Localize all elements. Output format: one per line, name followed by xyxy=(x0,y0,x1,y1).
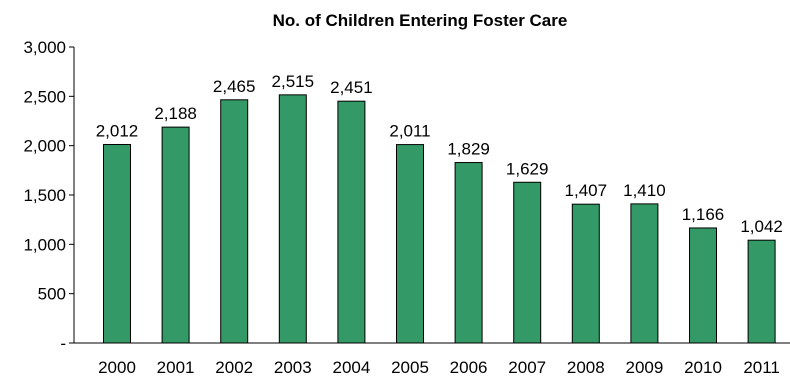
x-tick-label-2010: 2010 xyxy=(684,358,722,377)
x-tick-label-2000: 2000 xyxy=(98,358,136,377)
bar-2005 xyxy=(396,144,424,344)
bar-2008 xyxy=(571,203,600,344)
data-label-2002: 2,465 xyxy=(213,77,256,96)
bar-2006 xyxy=(454,162,483,344)
data-labels: 2,012 2,188 2,465 2,515 2,451 2,011 1,829 1,629… xyxy=(96,72,783,236)
data-label-2007: 1,629 xyxy=(506,159,549,178)
y-tick-label: 3,000 xyxy=(23,38,66,57)
x-tick-label-2006: 2006 xyxy=(450,358,488,377)
data-label-2006: 1,829 xyxy=(447,140,490,159)
data-label-2008: 1,407 xyxy=(565,181,608,200)
y-tick-label: 2,000 xyxy=(23,137,66,156)
bar-2001 xyxy=(161,126,190,344)
bar-2011 xyxy=(747,239,776,344)
y-tick-label: - xyxy=(60,334,66,353)
x-tick-label-2005: 2005 xyxy=(391,358,429,377)
bars xyxy=(103,94,776,344)
x-tick-label-2002: 2002 xyxy=(215,358,253,377)
data-label-2001: 2,188 xyxy=(154,104,197,123)
bar-2000 xyxy=(103,143,131,344)
data-label-2009: 1,410 xyxy=(623,181,666,200)
data-label-2004: 2,451 xyxy=(330,78,373,97)
x-tick-label-2003: 2003 xyxy=(274,358,312,377)
x-tick-label-2004: 2004 xyxy=(332,358,370,377)
y-axis: - 500 1,000 1,500 2,000 2,500 3,000 xyxy=(23,38,75,353)
y-tick-label: 500 xyxy=(38,285,66,304)
bar-2009 xyxy=(630,203,659,344)
bar-2002 xyxy=(220,99,249,344)
x-tick-label-2008: 2008 xyxy=(567,358,605,377)
data-label-2000: 2,012 xyxy=(96,121,139,140)
y-tick-label: 2,500 xyxy=(23,87,66,106)
y-tick-label: 1,000 xyxy=(23,235,66,254)
x-tick-label-2011: 2011 xyxy=(743,358,780,377)
bar-2003 xyxy=(278,94,307,344)
bar-2010 xyxy=(689,227,717,344)
x-tick-label-2007: 2007 xyxy=(508,358,546,377)
bar-2004 xyxy=(337,100,366,344)
bar-2007 xyxy=(513,181,542,344)
y-tick-label: 1,500 xyxy=(23,186,66,205)
x-tick-label-2001: 2001 xyxy=(157,358,195,377)
x-axis: 2000 2001 2002 2003 2004 2005 2006 2007 2008 2009… xyxy=(74,342,790,377)
data-label-2003: 2,515 xyxy=(272,72,315,91)
chart-title: No. of Children Entering Foster Care xyxy=(273,11,568,30)
data-label-2010: 1,166 xyxy=(682,205,725,224)
data-label-2005: 2,011 xyxy=(389,122,430,141)
data-label-2011: 1,042 xyxy=(740,217,783,236)
x-tick-label-2009: 2009 xyxy=(625,358,663,377)
